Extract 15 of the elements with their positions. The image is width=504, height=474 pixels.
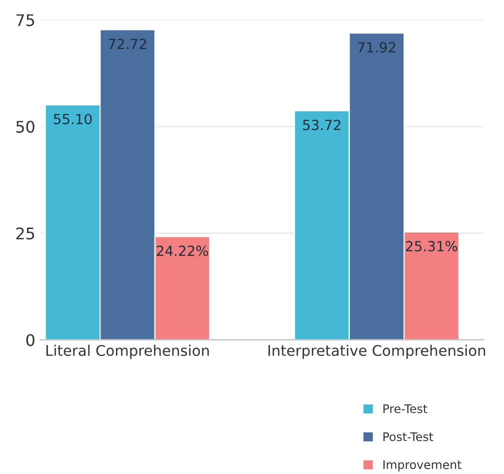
data-label: 24.22% <box>156 246 208 256</box>
data-label: 55.10 <box>54 114 92 124</box>
data-label: 53.72 <box>303 120 340 130</box>
x-tick-label: Interpretative Comprehension <box>268 344 486 359</box>
y-tick-label: 0 <box>26 334 34 346</box>
y-tick-label: 25 <box>16 227 34 240</box>
legend-label: Improvement <box>383 460 462 472</box>
data-label: 25.31% <box>406 240 458 252</box>
y-tick-label: 75 <box>16 14 34 26</box>
legend-label: Post-Test <box>383 432 434 442</box>
x-tick-label: Literal Comprehension <box>46 344 209 359</box>
data-label: 71.92 <box>358 42 396 53</box>
y-tick-label: 50 <box>16 120 34 133</box>
legend-label: Pre-Test <box>383 404 428 414</box>
data-label: 72.72 <box>108 38 146 49</box>
